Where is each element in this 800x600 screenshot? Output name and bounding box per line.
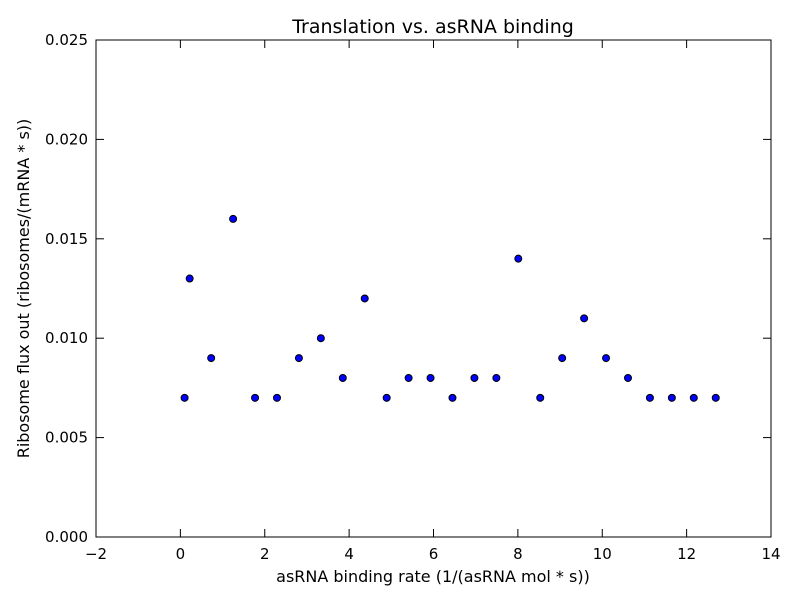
data-point [536,393,545,402]
x-tick-label: 6 [429,545,439,563]
data-point [207,354,216,363]
data-point [338,373,347,382]
data-point [470,373,479,382]
data-point [448,393,457,402]
data-point [689,393,698,402]
plot-frame [95,39,772,538]
x-axis-ticks: −2 0 2 4 6 8 10 12 14 [85,40,781,563]
y-tick-label: 0.015 [45,230,88,248]
y-tick-label: 0.025 [45,31,88,49]
y-tick-label: 0.020 [45,130,88,148]
x-tick-label: 0 [176,545,186,563]
data-point [251,393,260,402]
x-tick-label: 2 [260,545,270,563]
y-tick-label: 0.005 [45,429,88,447]
y-tick-label: 0.000 [45,528,88,546]
data-point [514,254,523,263]
data-point [602,354,611,363]
data-point [185,274,194,283]
data-points [180,214,720,402]
data-point [623,373,632,382]
data-point [316,334,325,343]
data-point [229,214,238,223]
data-point [382,393,391,402]
x-tick-label: 4 [344,545,354,563]
data-point [180,393,189,402]
y-tick-label: 0.010 [45,329,88,347]
x-tick-label: 14 [761,545,780,563]
y-axis-title: Ribosome flux out (ribosomes/(mRNA * s)) [14,119,33,459]
data-point [558,354,567,363]
data-point [360,294,369,303]
data-point [645,393,654,402]
data-point [711,393,720,402]
x-axis-title: asRNA binding rate (1/(asRNA mol * s)) [276,567,590,586]
data-point [492,373,501,382]
data-point [580,314,589,323]
data-point [667,393,676,402]
y-axis-ticks: 0.000 0.005 0.010 0.015 0.020 0.025 [45,31,771,546]
data-point [426,373,435,382]
data-point [272,393,281,402]
data-point [294,354,303,363]
data-point [404,373,413,382]
x-tick-label: 10 [593,545,612,563]
x-tick-label: 8 [513,545,523,563]
x-tick-label: −2 [85,545,107,563]
chart-title: Translation vs. asRNA binding [291,16,574,38]
x-tick-label: 12 [677,545,696,563]
